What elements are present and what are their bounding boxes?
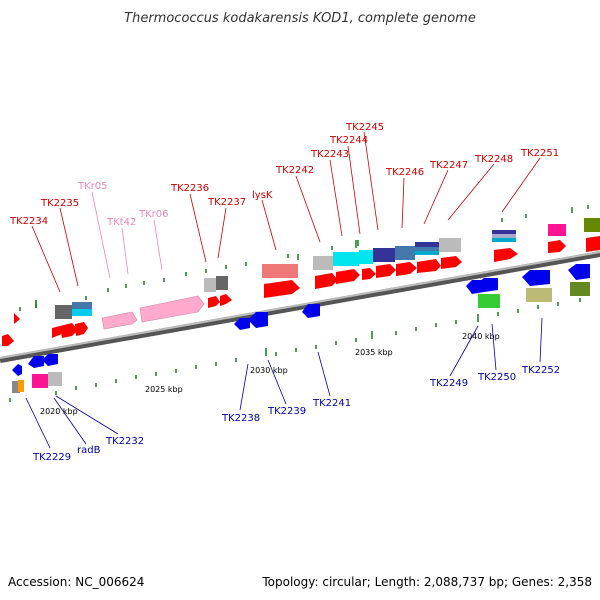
genome-backbone [0, 251, 600, 363]
gene-label: TK2246 [385, 167, 424, 178]
gene-label: TK2248 [474, 154, 513, 165]
gene-label: TK2237 [207, 197, 246, 208]
gene-label: TK2238 [221, 413, 260, 424]
reverse-strand-arrows [12, 264, 590, 393]
gene-label: TKt42 [106, 217, 136, 228]
tick-track-lower [9, 298, 581, 402]
gene-label: TK2252 [521, 365, 560, 376]
gene-label: TKr05 [77, 181, 108, 192]
gene-label: TK2241 [312, 398, 351, 409]
kbp-2040: 2040 kbp [462, 332, 500, 341]
gene-label: TK2232 [105, 436, 144, 447]
top-leader-lines [31, 131, 541, 293]
gene-label: TK2247 [429, 160, 468, 171]
map-title: Thermococcus kodakarensis KOD1, complete… [124, 11, 476, 26]
scale-labels: 2020 kbp 2025 kbp 2030 kbp 2035 kbp 2040… [40, 332, 500, 416]
kbp-2030: 2030 kbp [250, 366, 288, 375]
tick-track-upper [19, 205, 589, 311]
gene-label: TK2242 [275, 165, 314, 176]
bottom-gene-labels: TK2229 radB TK2232 TK2238 TK2239 TK2241 … [32, 365, 560, 463]
gene-label: TK2243 [310, 149, 349, 160]
kbp-2025: 2025 kbp [145, 385, 183, 394]
kbp-2020: 2020 kbp [40, 407, 78, 416]
gene-label: TK2250 [477, 372, 516, 383]
gene-label: TKr06 [138, 209, 169, 220]
topology-text: Topology: circular; Length: 2,088,737 bp… [261, 575, 592, 589]
gene-label: radB [77, 445, 101, 456]
bottom-leader-lines [25, 317, 543, 449]
gene-label: TK2235 [40, 198, 79, 209]
top-gene-labels: TK2234 TK2235 TKr05 TKt42 TKr06 TK2236 T… [9, 122, 559, 228]
accession-text: Accession: NC_006624 [8, 575, 144, 589]
upper-gene-boxes [55, 218, 600, 330]
gene-label: TK2245 [345, 122, 384, 133]
gene-label: TK2229 [32, 452, 71, 463]
gene-label: TK2239 [267, 406, 306, 417]
gene-label: TK2249 [429, 378, 468, 389]
forward-strand-arrows [2, 236, 600, 346]
gene-label: TK2234 [9, 216, 48, 227]
gene-label: TK2251 [520, 148, 559, 159]
kbp-2035: 2035 kbp [355, 348, 393, 357]
gene-label: lysK [252, 190, 273, 201]
gene-label: TK2244 [329, 135, 368, 146]
gene-label: TK2236 [170, 183, 209, 194]
